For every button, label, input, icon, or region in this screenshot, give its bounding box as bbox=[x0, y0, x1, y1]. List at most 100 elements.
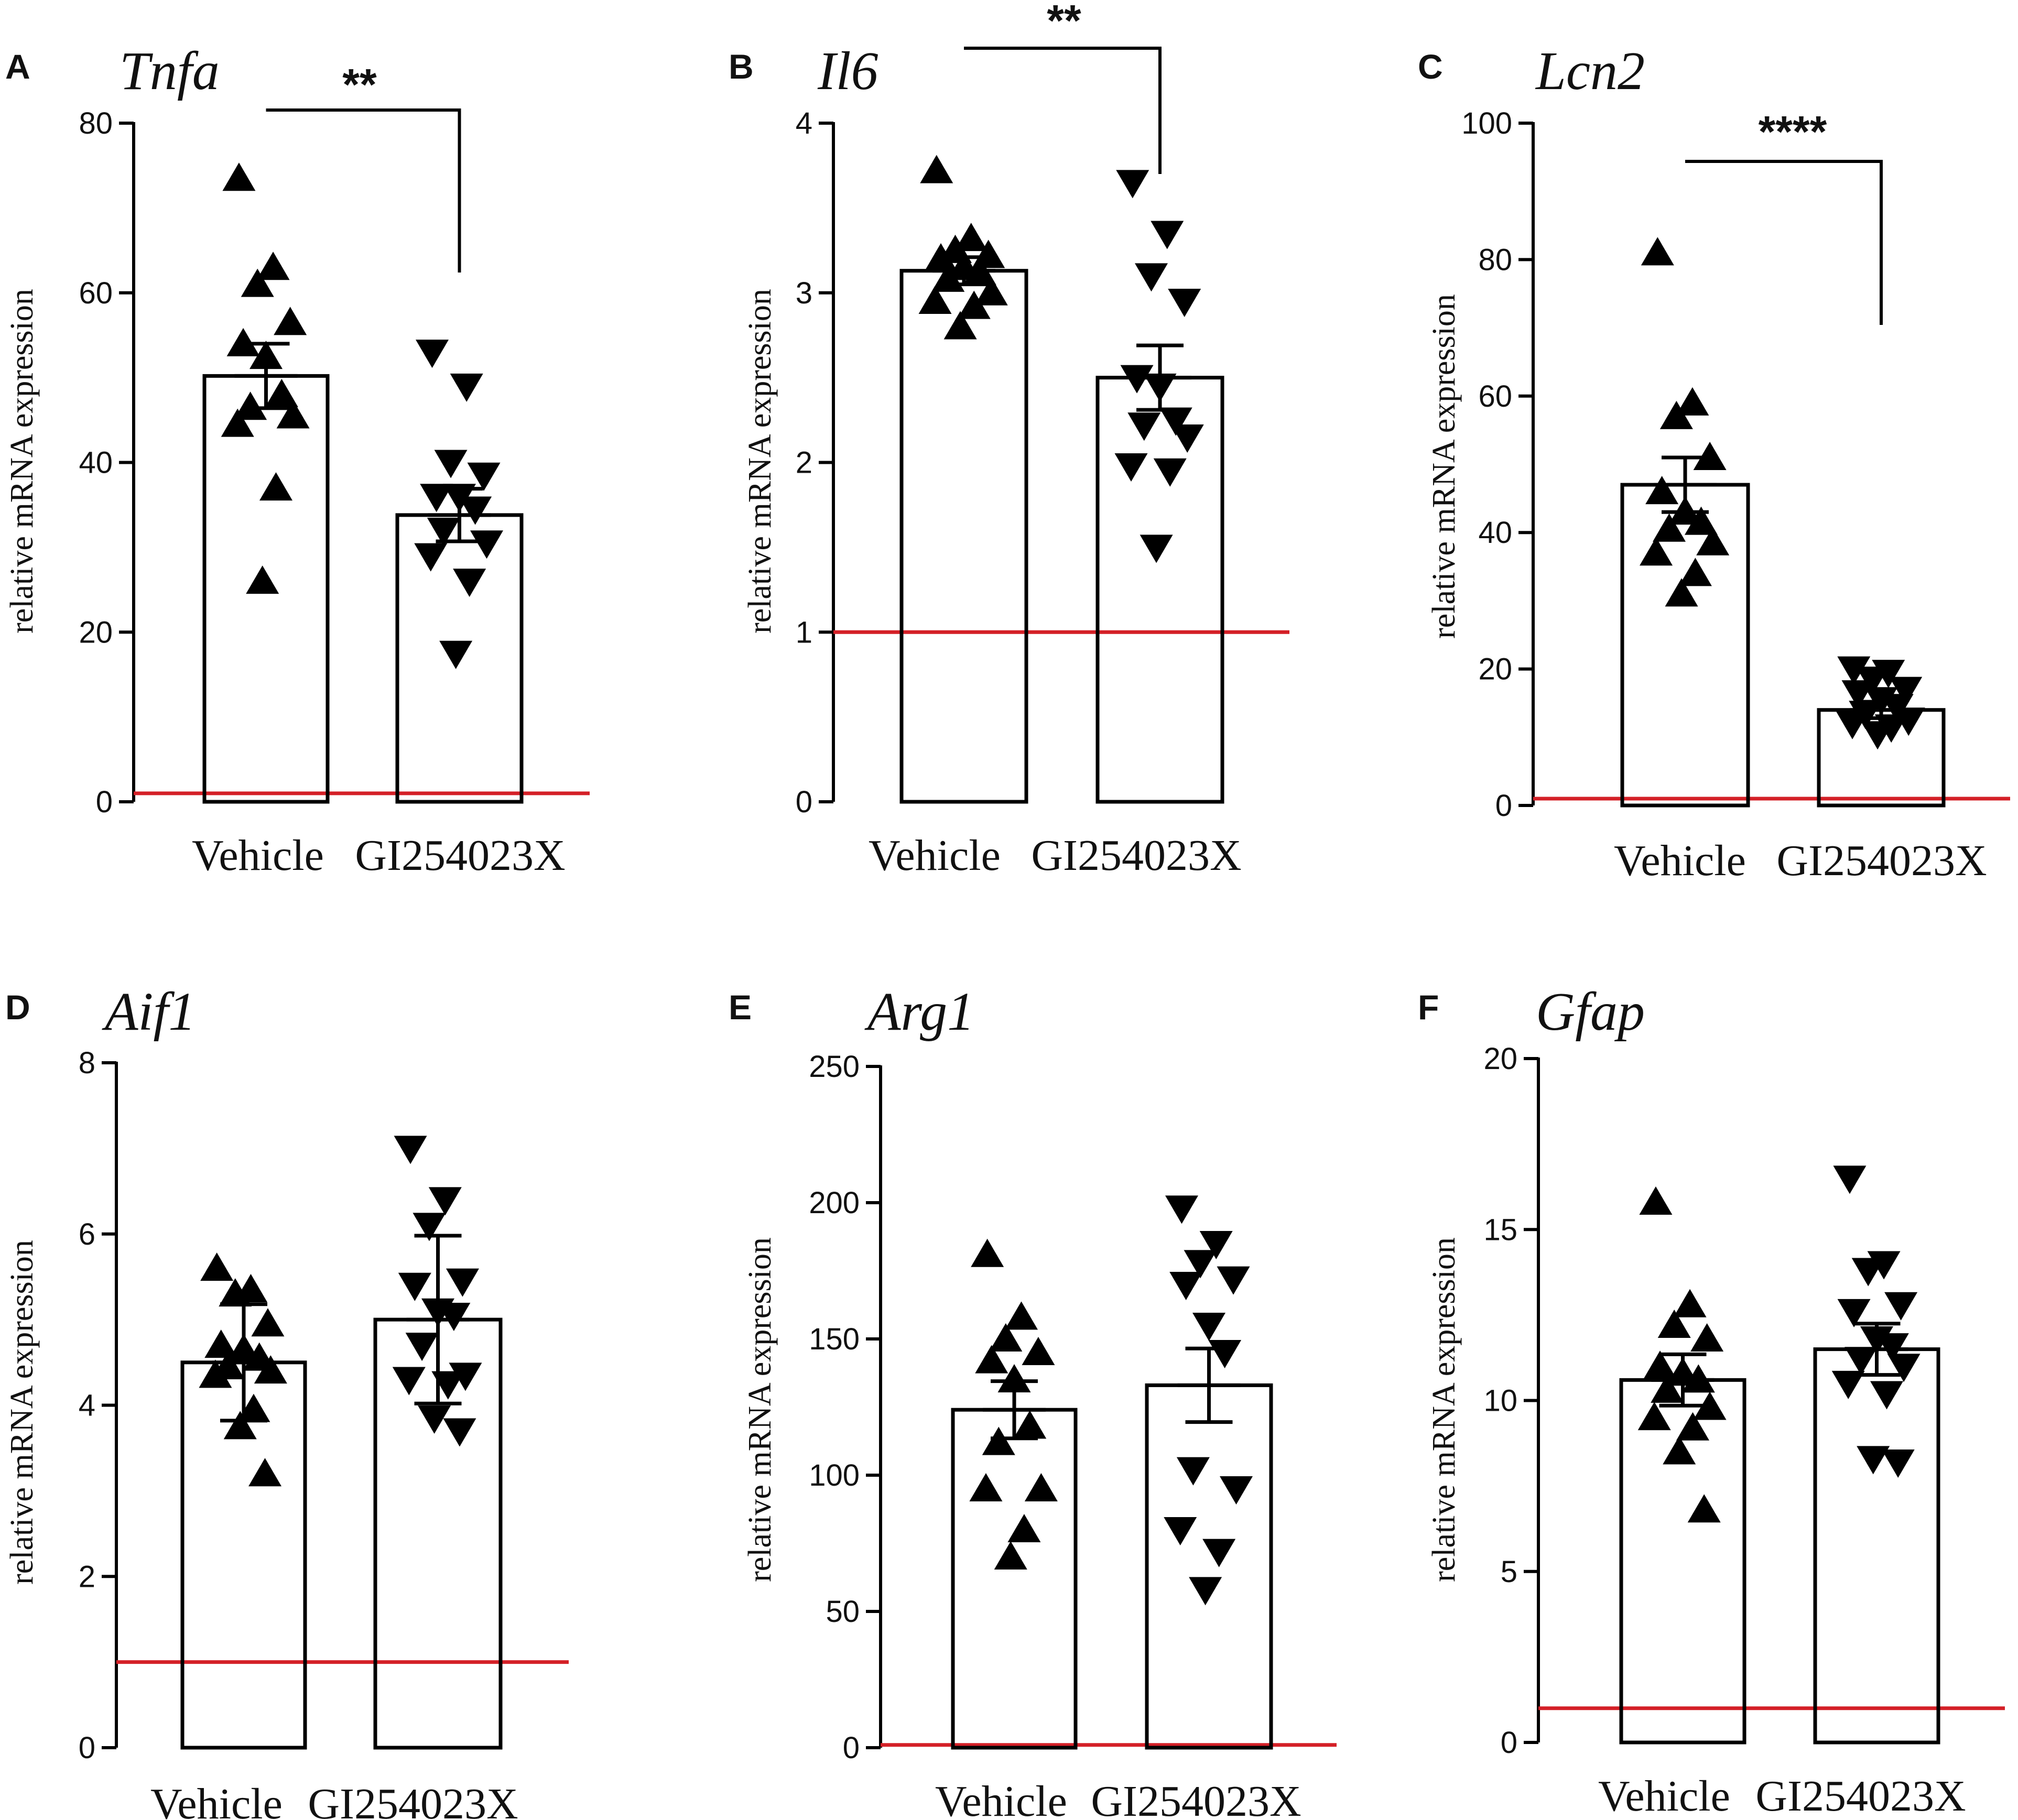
panel-letter: D bbox=[5, 988, 30, 1027]
data-point bbox=[251, 1308, 285, 1337]
data-point bbox=[1676, 387, 1709, 416]
data-point bbox=[470, 530, 504, 559]
data-point bbox=[1184, 1250, 1217, 1279]
data-point bbox=[405, 1333, 439, 1361]
x-tick-label: Vehicle bbox=[935, 1777, 1067, 1820]
data-point bbox=[221, 408, 254, 437]
data-point bbox=[1651, 1374, 1684, 1403]
data-point bbox=[276, 400, 310, 429]
data-point bbox=[943, 311, 977, 340]
x-tick-label: GI254023X bbox=[1755, 1772, 1966, 1820]
data-point bbox=[1202, 1539, 1236, 1567]
y-tick-label: 0 bbox=[96, 785, 113, 819]
data-point bbox=[1837, 1299, 1871, 1327]
data-point bbox=[1189, 1577, 1222, 1606]
data-point bbox=[1875, 1333, 1909, 1362]
data-point bbox=[1831, 1370, 1865, 1399]
y-axis-label: relative mRNA expression bbox=[1426, 1237, 1462, 1582]
y-tick-label: 50 bbox=[826, 1595, 860, 1629]
data-point bbox=[398, 1272, 431, 1301]
chart-title: Il6 bbox=[817, 41, 878, 101]
data-point bbox=[1170, 424, 1204, 453]
data-point bbox=[1007, 1514, 1041, 1542]
data-point bbox=[1857, 1446, 1890, 1475]
panel-e: E Arg1 relative mRNA expression 0 50 100 150 20… bbox=[729, 982, 1337, 1820]
y-tick-label: 20 bbox=[1483, 1042, 1517, 1076]
data-point bbox=[1887, 1354, 1921, 1382]
data-point bbox=[997, 1364, 1031, 1392]
data-point bbox=[1643, 1350, 1677, 1379]
data-point bbox=[1693, 1391, 1727, 1420]
data-point bbox=[1005, 1301, 1038, 1330]
significance-bracket bbox=[1685, 160, 1883, 325]
y-tick-label: 60 bbox=[1478, 379, 1512, 413]
data-point bbox=[1639, 1186, 1673, 1215]
y-tick-label: 6 bbox=[79, 1217, 95, 1251]
y-tick-label: 3 bbox=[796, 276, 812, 310]
data-point bbox=[969, 1473, 1003, 1501]
bar-vehicle bbox=[1620, 483, 1750, 808]
data-point bbox=[449, 1363, 482, 1391]
y-axis-label: relative mRNA expression bbox=[4, 289, 40, 634]
significance-label: **** bbox=[1759, 107, 1827, 156]
data-point bbox=[1870, 1381, 1903, 1410]
y-tick-label: 10 bbox=[1483, 1384, 1517, 1418]
chart-title: Lcn2 bbox=[1535, 41, 1645, 101]
panel-letter: C bbox=[1418, 47, 1443, 86]
data-point bbox=[1164, 1517, 1197, 1545]
data-point bbox=[453, 569, 486, 597]
data-point bbox=[918, 285, 952, 314]
data-point bbox=[415, 340, 449, 368]
data-point bbox=[1159, 407, 1192, 436]
data-point bbox=[418, 1405, 451, 1434]
data-point bbox=[1845, 1347, 1878, 1376]
data-point bbox=[975, 1345, 1008, 1374]
data-point bbox=[414, 543, 448, 572]
panel-letter: E bbox=[729, 988, 752, 1027]
data-point bbox=[437, 1302, 471, 1331]
data-point bbox=[259, 472, 292, 501]
data-point bbox=[413, 1213, 446, 1241]
panel-a: A Tnfa relative mRNA expression 0 20 40 60 80 Ve… bbox=[4, 41, 590, 880]
x-tick-label: GI254023X bbox=[355, 831, 565, 880]
data-point bbox=[1169, 1272, 1203, 1300]
x-tick-label: Vehicle bbox=[1614, 836, 1746, 885]
data-point bbox=[1645, 476, 1679, 505]
data-point bbox=[1673, 1289, 1707, 1317]
data-point bbox=[434, 450, 468, 478]
significance-label: ** bbox=[342, 60, 377, 109]
panel-d: D Aif1 relative mRNA expression 0 2 4 6 8 Vehicl… bbox=[4, 982, 569, 1820]
data-point bbox=[428, 1187, 462, 1216]
data-point bbox=[974, 277, 1008, 306]
data-point bbox=[223, 1411, 257, 1440]
data-point bbox=[1678, 558, 1712, 586]
significance-label: ** bbox=[1047, 0, 1081, 45]
data-point bbox=[1220, 1476, 1253, 1505]
y-tick-label: 200 bbox=[809, 1186, 860, 1220]
y-tick-label: 0 bbox=[79, 1731, 95, 1765]
bar-vehicle bbox=[899, 269, 1028, 804]
data-point bbox=[204, 1329, 238, 1358]
x-tick-label: GI254023X bbox=[1091, 1777, 1301, 1820]
panel-b: B Il6 relative mRNA expression 0 1 2 3 4 Vehicle… bbox=[729, 0, 1289, 880]
data-point bbox=[1696, 527, 1730, 555]
y-tick-label: 2 bbox=[796, 446, 812, 480]
data-point bbox=[199, 1359, 232, 1388]
data-point bbox=[256, 252, 290, 280]
x-tick-label: GI254023X bbox=[1776, 836, 1987, 885]
data-point bbox=[1208, 1340, 1242, 1368]
data-point bbox=[957, 290, 991, 319]
data-point bbox=[1659, 400, 1693, 429]
data-point bbox=[246, 565, 279, 594]
y-tick-label: 0 bbox=[796, 785, 812, 819]
data-point bbox=[446, 1268, 479, 1297]
data-point bbox=[1833, 1165, 1867, 1194]
y-axis-label: relative mRNA expression bbox=[742, 289, 778, 634]
data-point bbox=[1684, 506, 1718, 535]
y-tick-label: 100 bbox=[809, 1458, 860, 1492]
data-point bbox=[1199, 1231, 1233, 1259]
significance-bracket bbox=[964, 47, 1162, 174]
significance-bracket bbox=[266, 108, 461, 273]
data-point bbox=[1135, 263, 1168, 292]
data-point bbox=[1151, 221, 1184, 249]
